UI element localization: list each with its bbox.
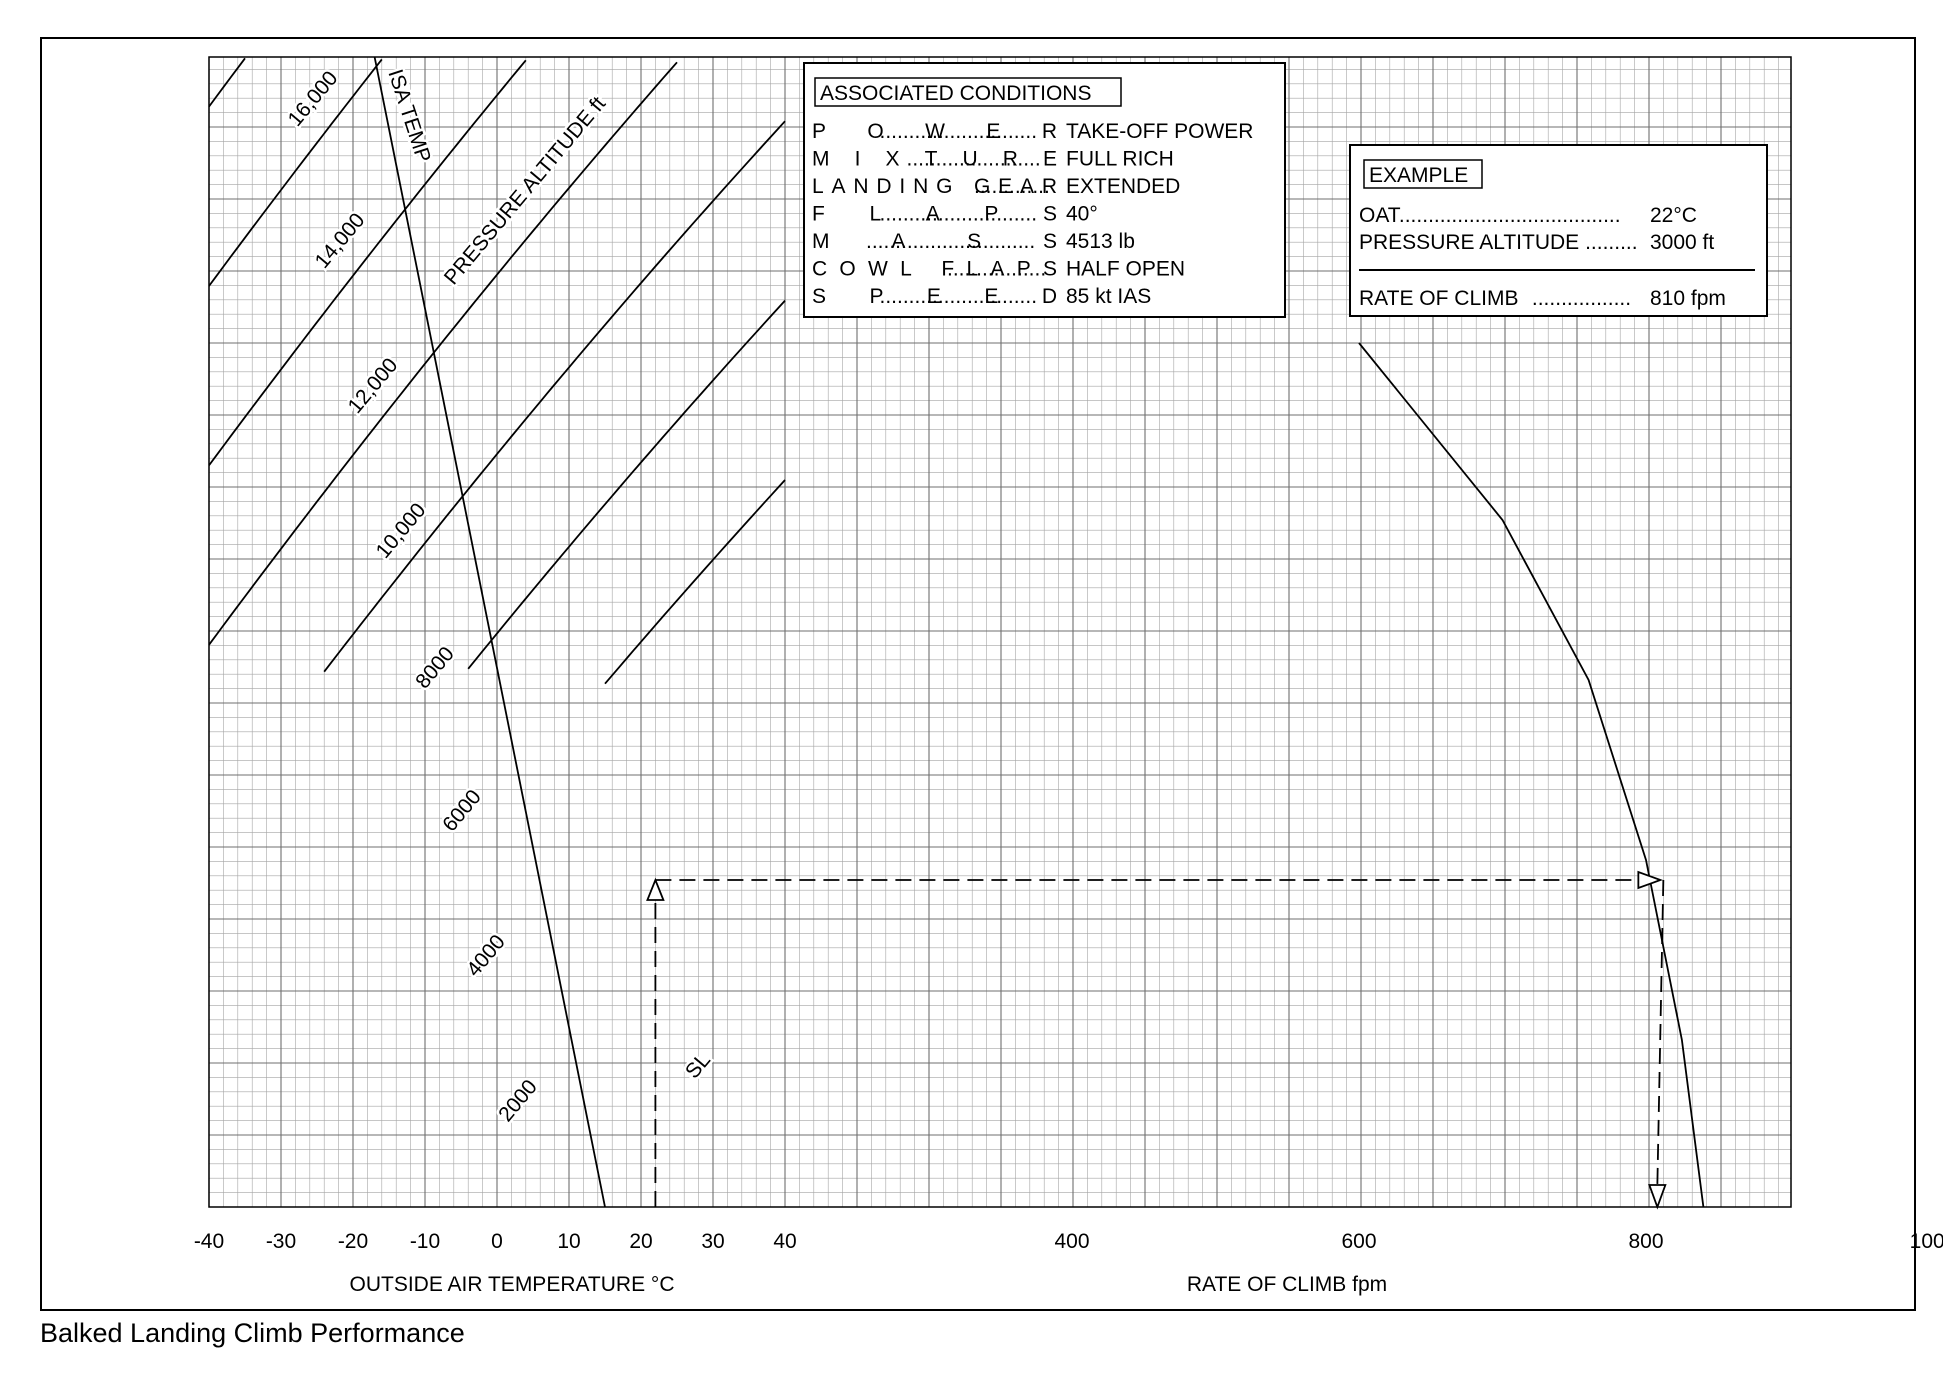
condition-value: 85 kt IAS [1066,285,1151,308]
altitude-curve-SL [604,479,786,685]
example-path-layer [646,870,1667,1210]
x-tick-temperature: -30 [266,1230,296,1253]
example-leader-dots: ...................................... [1399,204,1621,227]
altitude-curve-12000 [208,57,246,108]
curve-label-4000: 4000 [462,931,510,982]
condition-value: EXTENDED [1066,175,1180,198]
condition-label: FLAPS [812,203,1057,226]
rate-of-climb-curve [1358,342,1705,1208]
condition-leader-dots: ........................... [880,120,1038,143]
condition-leader-dots: ............................. [866,230,1035,253]
example-header: EXAMPLE [1369,164,1468,187]
example-row-label: PRESSURE ALTITUDE [1359,231,1579,254]
curve-label-6000: 6000 [438,786,486,837]
plot-area-border [208,56,1792,1208]
example-result-value: 810 fpm [1650,287,1726,310]
x-tick-temperature: 0 [491,1230,503,1253]
altitude-curve-10000 [208,58,383,287]
example-box: EXAMPLE OAT.............................… [1349,144,1768,317]
example-path-vertical-down [1656,879,1665,1186]
condition-value: HALF OPEN [1066,258,1185,281]
condition-leader-dots: ....................... [907,148,1041,171]
x-tick-rate-of-climb: 1000 [1910,1230,1943,1253]
curve-labels-layer: SL200040006000800010,00012,00014,00016,0… [281,64,718,1129]
condition-leader-dots: ................. [947,258,1046,281]
example-row-value: 22°C [1650,204,1697,227]
example-row-value: 3000 ft [1650,231,1714,254]
isa-temp-label: ISA TEMP [383,67,435,166]
curves-layer [208,56,1705,1208]
x-tick-rate-of-climb: 800 [1628,1230,1663,1253]
example-result-label: RATE OF CLIMB [1359,287,1518,310]
curve-label-10000: 10,000 [372,499,431,563]
example-rows: OAT.....................................… [1359,204,1714,310]
curve-label-14000: 14,000 [311,209,370,273]
tick-labels-layer: -40 -30 -20 -10 0 10 20 30 40 400 600 800 1000 [194,1230,1943,1253]
x-tick-temperature: 20 [629,1230,652,1253]
arrow-up-icon [646,877,665,901]
x-axis-label-rate-of-climb: RATE OF CLIMB fpm [1187,1273,1387,1296]
arrow-down-icon [1648,1184,1667,1210]
condition-label: POWER [812,120,1057,143]
example-result-leader-dots: ................. [1532,287,1631,310]
curve-label-SL: SL [681,1049,715,1083]
associated-conditions-box: ASSOCIATED CONDITIONS POWER TAKE-OFF POWE… [803,62,1286,318]
isa-temp-line [373,56,606,1208]
arrow-right-icon [1637,870,1663,890]
curve-label-12000: 12,000 [344,354,403,418]
x-tick-temperature: -10 [410,1230,440,1253]
condition-leader-dots: ........................... [880,203,1038,226]
altitude-curve-6000 [208,61,678,646]
associated-conditions-header: ASSOCIATED CONDITIONS [820,82,1091,105]
altitude-curve-8000 [208,59,527,466]
curve-label-8000: 8000 [411,643,459,694]
condition-value: 4513 lb [1066,230,1135,253]
altitude-curve-4000 [323,120,786,673]
condition-value: 40° [1066,203,1098,226]
pressure-altitude-label: PRESSURE ALTITUDE ft [440,92,610,289]
x-tick-temperature: 30 [701,1230,724,1253]
x-tick-temperature: -40 [194,1230,224,1253]
figure-caption: Balked Landing Climb Performance [40,1318,465,1348]
outer-frame [40,37,1916,1311]
associated-conditions-rows: POWER TAKE-OFF POWER.....................… [812,120,1253,308]
condition-value: TAKE-OFF POWER [1066,120,1253,143]
condition-leader-dots: ............. [974,175,1050,198]
x-tick-temperature: 40 [773,1230,796,1253]
condition-leader-dots: ........................... [880,285,1038,308]
x-tick-rate-of-climb: 600 [1341,1230,1376,1253]
curve-label-2000: 2000 [494,1076,542,1127]
condition-label: SPEED [812,285,1057,308]
altitude-curve-2000 [467,299,786,670]
x-tick-rate-of-climb: 400 [1054,1230,1089,1253]
x-tick-temperature: 10 [557,1230,580,1253]
x-axis-label-temperature: OUTSIDE AIR TEMPERATURE °C [350,1273,675,1296]
condition-value: FULL RICH [1066,148,1174,171]
x-tick-temperature: -20 [338,1230,368,1253]
example-row-label: OAT [1359,204,1401,227]
example-leader-dots: ......... [1585,231,1638,254]
